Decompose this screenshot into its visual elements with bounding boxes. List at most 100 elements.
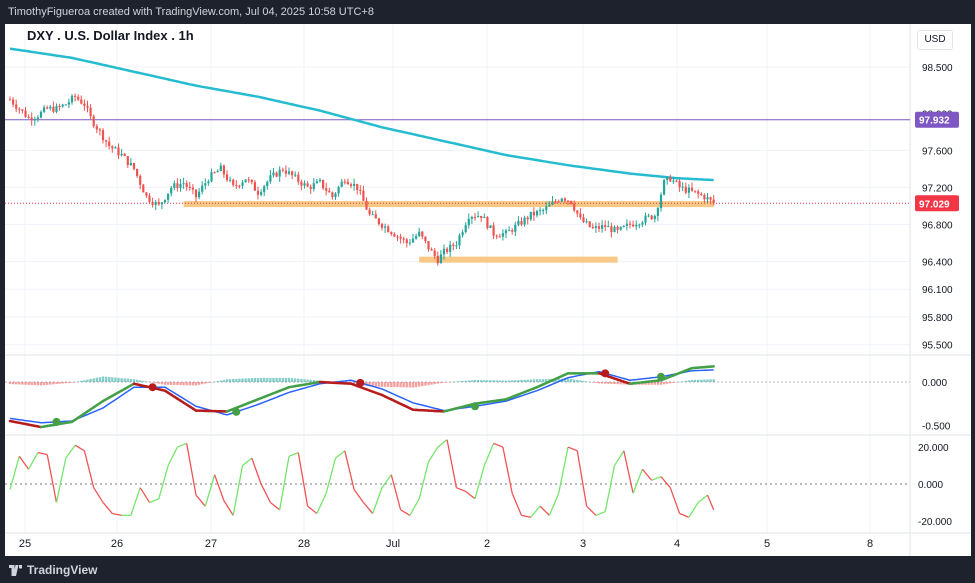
macd-hist-bar-166 [523, 379, 526, 382]
macd-hist-bar-27 [92, 378, 95, 382]
macd-hist-bar-135 [427, 382, 430, 386]
osc-segment-17 [167, 446, 178, 466]
candle-62 [201, 185, 204, 192]
macd-hist-bar-62 [201, 382, 204, 385]
candle-120 [380, 224, 384, 228]
macd-hist-bar-213 [669, 382, 672, 384]
candle-53 [173, 183, 176, 188]
price-axis-label-4: 96.400 [922, 257, 953, 268]
candle-61 [198, 191, 201, 198]
chart-panel[interactable]: 98.500 97.600 97.200 96.800 96.400 96.100 95.8… [5, 24, 971, 556]
macd-hist-bar-119 [377, 382, 381, 387]
candle-63 [204, 183, 207, 186]
macd-hist-bar-15 [55, 382, 58, 385]
osc-segment-47 [446, 439, 458, 488]
candle-25 [86, 105, 89, 108]
macd-hist-bar-21 [73, 382, 77, 383]
macd-hist-bar-209 [656, 382, 660, 385]
macd-hist-bar-76 [244, 378, 247, 382]
macd-hist-bar-94 [300, 378, 303, 382]
macd-hist-bar-53 [173, 382, 176, 385]
macd-hist-bar-156 [492, 380, 495, 382]
macd-hist-bar-14 [52, 382, 55, 385]
candle-221 [694, 190, 697, 192]
candle-154 [486, 217, 489, 229]
currency-button[interactable]: USD [917, 30, 953, 50]
last-price_badge-text: 97.029 [919, 199, 950, 210]
candle-96 [306, 183, 309, 187]
osc-segment-61 [576, 450, 588, 507]
osc-segment-56 [530, 505, 541, 518]
horizontal-line-layer [5, 119, 910, 204]
macd-cross-dot-1 [148, 383, 157, 392]
macd-hist-bar-86 [275, 377, 278, 382]
candle-224 [703, 195, 706, 200]
macd-hist-bar-149 [470, 380, 474, 382]
macd-hist-bar-25 [86, 379, 89, 382]
candle-21 [74, 95, 77, 97]
macd-hist-bar-92 [294, 378, 297, 382]
osc-segment-62 [586, 505, 597, 516]
candle-29 [98, 129, 101, 131]
candle-128 [405, 239, 408, 244]
candle-31 [105, 140, 108, 142]
macd-hist-bar-52 [170, 382, 173, 385]
macd-hist-bar-70 [225, 379, 229, 382]
osc-segment-29 [279, 456, 290, 510]
macd-hist-bar-40 [132, 379, 136, 382]
macd-hist-bar-93 [297, 378, 300, 382]
macd-hist-bar-127 [402, 382, 405, 388]
candle-105 [334, 193, 337, 197]
candle-106 [337, 186, 340, 194]
macd-hist-bar-34 [114, 377, 117, 382]
macd-hist-bar-194 [610, 382, 613, 384]
macd-hist-bar-65 [210, 382, 213, 383]
macd-hist-bar-145 [458, 381, 461, 382]
candle-170 [535, 210, 539, 216]
macd-hist-bar-164 [517, 380, 520, 382]
candle-119 [377, 218, 380, 225]
candle-7 [30, 117, 33, 121]
candle-156 [492, 225, 495, 236]
candle-59 [191, 187, 194, 190]
macd-hist-bar-191 [600, 382, 604, 384]
macd-hist-bar-78 [250, 378, 253, 382]
macd-hist-bar-67 [216, 381, 219, 382]
macd-hist-bar-111 [352, 382, 356, 385]
candle-88 [281, 169, 284, 171]
macd-hist-bar-155 [489, 380, 492, 382]
macd-hist-bar-57 [185, 382, 188, 386]
macd-cross-dot-2 [232, 407, 241, 416]
macd-hist-bar-223 [700, 379, 703, 382]
macd-hist-bar-77 [247, 378, 250, 382]
macd-hist-bar-184 [579, 380, 582, 382]
footer-brand: TradingView [27, 563, 98, 577]
candle-203 [638, 224, 641, 226]
candle-150 [473, 217, 477, 219]
macd-hist-bar-226 [709, 379, 712, 382]
macd-hist-bar-212 [666, 382, 669, 384]
candle-180 [566, 200, 570, 202]
macd-hist-bar-147 [464, 380, 467, 382]
macd-hist-bar-140 [442, 382, 446, 383]
macd-hist-bar-13 [49, 382, 52, 385]
candle-3 [18, 108, 21, 110]
macd-hist-bar-74 [238, 378, 241, 382]
chart-svg[interactable]: 98.500 97.600 97.200 96.800 96.400 96.100 95.8… [5, 24, 971, 556]
osc-segment-39 [372, 487, 383, 514]
osc-segment-72 [679, 512, 690, 518]
macd-cross-dot-0 [52, 417, 61, 426]
macd-hist-bar-146 [461, 381, 464, 382]
macd-hist-bar-98 [312, 380, 315, 382]
candle-200 [628, 223, 632, 225]
macd-hist-bar-159 [501, 380, 505, 382]
candle-81 [260, 192, 263, 195]
candle-44 [145, 192, 148, 196]
macd-hist-bar-32 [108, 377, 111, 382]
osc-segment-21 [204, 474, 216, 507]
osc-segment-35 [335, 450, 346, 459]
candle-147 [464, 225, 467, 233]
candle-85 [272, 172, 275, 176]
candle-197 [619, 226, 622, 230]
candle-191 [601, 225, 604, 229]
